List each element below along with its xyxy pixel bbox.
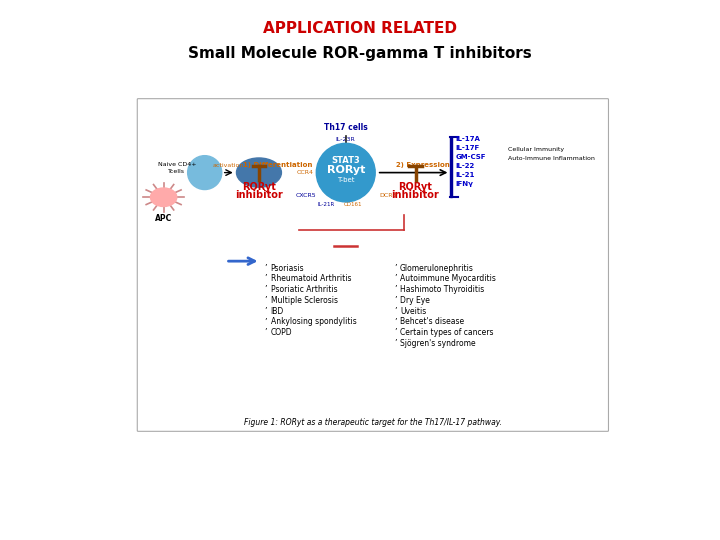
Text: Hashimoto Thyroiditis: Hashimoto Thyroiditis (400, 285, 485, 294)
Text: IL-17F: IL-17F (456, 145, 480, 151)
Bar (451, 137, 452, 197)
Text: Figure 1: RORyt as a therapeutic target for the Th17/IL-17 pathway.: Figure 1: RORyt as a therapeutic target … (244, 417, 502, 427)
Text: Autoimmune Myocarditis: Autoimmune Myocarditis (400, 274, 496, 284)
Text: ’: ’ (394, 307, 397, 316)
Text: Cellular Immunity: Cellular Immunity (508, 147, 564, 152)
Text: Tcells: Tcells (168, 168, 185, 173)
Text: Auto-Immune Inflammation: Auto-Immune Inflammation (508, 156, 595, 161)
Ellipse shape (150, 188, 177, 206)
Text: ’: ’ (394, 339, 397, 348)
Text: Rheumatoid Arthritis: Rheumatoid Arthritis (271, 274, 351, 284)
Text: IL-22: IL-22 (456, 163, 475, 169)
Text: Certain types of cancers: Certain types of cancers (400, 328, 493, 338)
Text: GM-CSF: GM-CSF (456, 154, 486, 160)
Text: Behcet's disease: Behcet's disease (400, 318, 464, 327)
Text: IL-23R: IL-23R (336, 137, 356, 142)
Text: ’: ’ (394, 296, 397, 305)
Text: APPLICATION RELATED: APPLICATION RELATED (263, 21, 457, 36)
Text: IL-17A: IL-17A (456, 137, 481, 143)
Text: IFNγ: IFNγ (456, 181, 474, 187)
Text: Sjögren's syndrome: Sjögren's syndrome (400, 339, 476, 348)
Text: CD161: CD161 (344, 202, 363, 207)
Text: CXCR5: CXCR5 (295, 193, 316, 198)
Text: ’: ’ (265, 264, 267, 273)
Text: ’: ’ (265, 318, 267, 327)
Text: ’: ’ (265, 274, 267, 284)
Text: RORyt: RORyt (399, 182, 433, 192)
Text: 1) Differentiation: 1) Differentiation (243, 162, 312, 168)
Text: 2) Expression: 2) Expression (397, 162, 450, 168)
Text: ’: ’ (265, 328, 267, 338)
Text: RORyt: RORyt (242, 182, 276, 192)
Text: DCR8: DCR8 (379, 193, 397, 198)
Text: Multiple Sclerosis: Multiple Sclerosis (271, 296, 338, 305)
Circle shape (188, 156, 222, 190)
Text: ’: ’ (394, 328, 397, 338)
Text: RORyt: RORyt (327, 165, 365, 176)
Ellipse shape (236, 158, 282, 187)
Circle shape (316, 143, 375, 202)
Text: Ankylosing spondylitis: Ankylosing spondylitis (271, 318, 356, 327)
Text: IL-21R: IL-21R (318, 202, 335, 207)
Text: COPD: COPD (271, 328, 292, 338)
Text: inhibitor: inhibitor (392, 190, 439, 200)
Text: ’: ’ (394, 264, 397, 273)
Text: IBD: IBD (271, 307, 284, 316)
Text: ’: ’ (265, 296, 267, 305)
Text: Th17 cells: Th17 cells (324, 124, 368, 132)
Text: APC: APC (155, 214, 172, 224)
Text: Dry Eye: Dry Eye (400, 296, 430, 305)
Text: STAT3: STAT3 (331, 156, 360, 165)
Text: Small Molecule ROR-gamma T inhibitors: Small Molecule ROR-gamma T inhibitors (188, 46, 532, 61)
Text: activation: activation (212, 163, 243, 168)
Text: Psoriasis: Psoriasis (271, 264, 305, 273)
Text: ’: ’ (394, 274, 397, 284)
Text: ’: ’ (394, 285, 397, 294)
Text: ’: ’ (394, 318, 397, 327)
Text: Glomerulonephritis: Glomerulonephritis (400, 264, 474, 273)
Text: ’: ’ (265, 307, 267, 316)
Text: CCR4: CCR4 (297, 170, 314, 175)
Text: Naive CD4+: Naive CD4+ (158, 163, 196, 167)
Text: Psoriatic Arthritis: Psoriatic Arthritis (271, 285, 337, 294)
Text: T-bet: T-bet (337, 177, 354, 183)
FancyBboxPatch shape (138, 99, 608, 431)
Text: inhibitor: inhibitor (235, 190, 283, 200)
Text: IL-21: IL-21 (456, 172, 475, 178)
Text: ’: ’ (265, 285, 267, 294)
Text: Uveitis: Uveitis (400, 307, 426, 316)
